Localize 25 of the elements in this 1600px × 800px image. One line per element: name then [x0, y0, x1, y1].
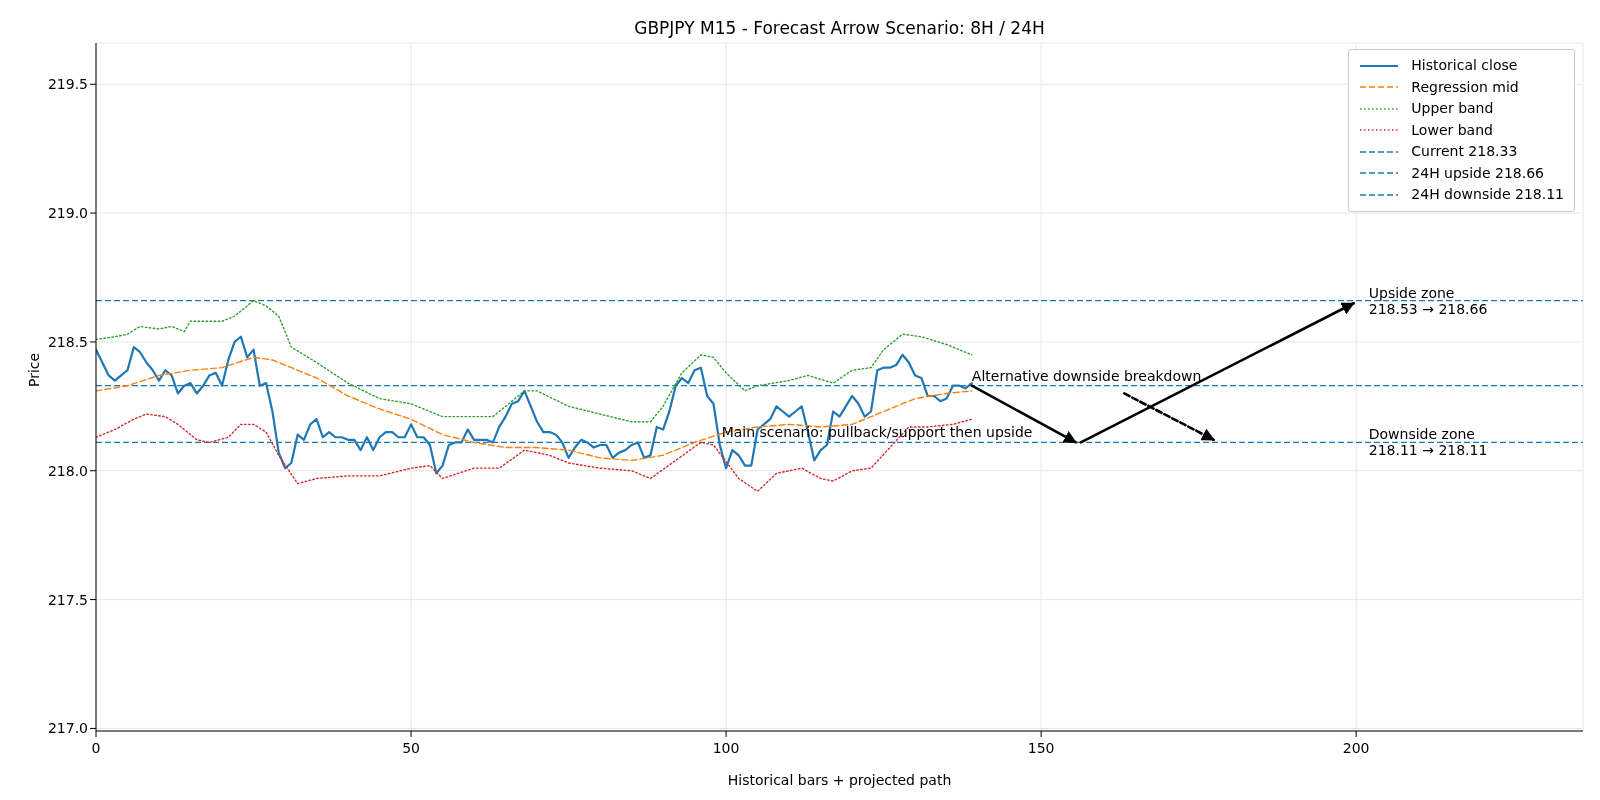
annotation: Downside zone 218.11 → 218.11 [1368, 426, 1488, 459]
y-tick-label: 217.0 [47, 720, 88, 737]
line-series [96, 299, 973, 423]
x-tick-label: 50 [402, 740, 420, 756]
legend-label: Upper band [1411, 99, 1494, 118]
y-tick-label: 219.0 [47, 205, 88, 222]
x-tick-label: 100 [712, 740, 740, 756]
annotation: Upside zone 218.53 → 218.66 [1368, 284, 1488, 317]
legend-label: 24H upside 218.66 [1411, 163, 1544, 183]
y-tick-label: 218.5 [47, 333, 88, 350]
x-axis-title: Historical bars + projected path [727, 772, 952, 788]
legend-label: Lower band [1411, 120, 1493, 140]
legend-label: 24H downside 218.11 [1411, 185, 1564, 204]
y-tick-label: 217.5 [47, 591, 88, 608]
y-tick-label: 218.0 [47, 462, 88, 479]
y-tick-label: 219.5 [47, 76, 88, 93]
x-tick-label: 150 [1027, 740, 1055, 756]
x-tick-label: 0 [91, 740, 101, 756]
y-axis-title: Price [25, 352, 42, 387]
legend-label: Regression mid [1411, 77, 1519, 97]
legend-label: Historical close [1411, 56, 1518, 75]
annotation: Alternative downside breakdown [971, 367, 1202, 384]
x-tick-label: 200 [1342, 740, 1370, 756]
chart-title: GBPJPY M15 - Forecast Arrow Scenario: 8H / 24H [633, 18, 1046, 38]
legend-label: Current 218.33 [1411, 142, 1518, 161]
